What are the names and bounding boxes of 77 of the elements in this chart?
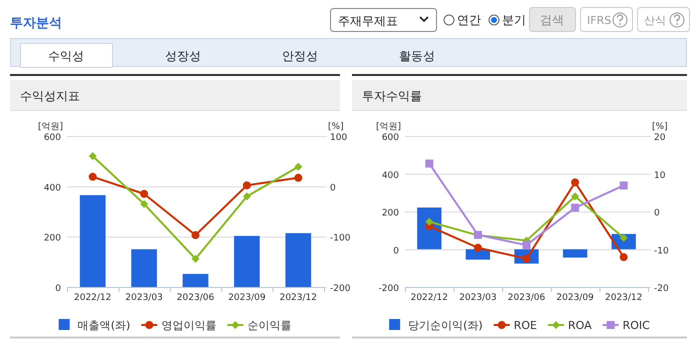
y2-tick-label: 20 bbox=[654, 133, 666, 143]
bar bbox=[234, 236, 260, 287]
y2-tick-label: 0 bbox=[330, 183, 336, 194]
legend-label: 매출액(좌) bbox=[78, 319, 130, 332]
y-tick-label: 0 bbox=[55, 284, 62, 294]
chart-title: 투자수익률 bbox=[362, 89, 422, 103]
x-tick-label: 2023/03 bbox=[459, 293, 497, 303]
bar bbox=[80, 195, 106, 287]
legend-label: ROIC bbox=[622, 319, 650, 332]
text: 활동성 bbox=[399, 49, 435, 63]
text: 검색 bbox=[540, 13, 564, 27]
chart-title: 수익성지표 bbox=[20, 89, 80, 103]
bar bbox=[562, 249, 588, 258]
point bbox=[140, 200, 148, 208]
bar bbox=[285, 233, 312, 287]
y-tick-label: 200 bbox=[382, 208, 400, 218]
y-axis-title: [억원] bbox=[38, 122, 63, 132]
point bbox=[620, 253, 628, 262]
point bbox=[571, 204, 580, 212]
y-tick-label: 200 bbox=[44, 234, 62, 244]
y2-tick-label: -100 bbox=[330, 234, 351, 244]
x-tick-label: 2023/03 bbox=[125, 293, 163, 303]
x-tick-label: 2023/12 bbox=[280, 293, 317, 303]
legend-label: 순이익률 bbox=[247, 319, 292, 332]
point bbox=[88, 172, 97, 181]
y-tick-label: 0 bbox=[393, 246, 400, 256]
text: IFRS bbox=[587, 14, 612, 27]
y2-tick-label: -10 bbox=[654, 246, 669, 256]
legend-label: ROA bbox=[568, 319, 592, 332]
x-tick-label: 2023/09 bbox=[228, 293, 266, 303]
text: 연간 bbox=[457, 13, 481, 27]
y-tick-label: -200 bbox=[378, 284, 400, 294]
y-tick-label: 600 bbox=[382, 133, 400, 143]
y2-axis-title: [%] bbox=[328, 122, 344, 132]
y2-tick-label: 100 bbox=[330, 133, 348, 143]
y2-tick-label: 0 bbox=[654, 208, 660, 218]
text: 산식 bbox=[644, 14, 666, 27]
y-tick-label: 400 bbox=[382, 170, 400, 181]
bar bbox=[182, 274, 208, 287]
point bbox=[294, 162, 302, 171]
text: 분기 bbox=[502, 13, 526, 27]
point bbox=[474, 244, 482, 252]
point bbox=[571, 192, 580, 200]
x-tick-label: 2023/06 bbox=[176, 293, 214, 303]
point bbox=[571, 178, 580, 186]
y-axis-title: [억원] bbox=[376, 122, 401, 132]
point bbox=[242, 192, 251, 200]
x-tick-label: 2023/09 bbox=[556, 293, 594, 303]
x-tick-label: 2023/12 bbox=[605, 293, 642, 303]
point bbox=[88, 152, 97, 160]
point bbox=[425, 218, 434, 226]
point bbox=[192, 231, 200, 240]
point bbox=[425, 160, 434, 168]
point bbox=[242, 181, 251, 190]
text: 성장성 bbox=[165, 49, 201, 63]
legend-label: 당기순이익(좌) bbox=[408, 319, 483, 332]
x-tick-label: 2023/06 bbox=[508, 293, 546, 303]
y-tick-label: 600 bbox=[44, 133, 62, 143]
y2-tick-label: -200 bbox=[330, 284, 351, 294]
y-tick-label: 400 bbox=[44, 183, 62, 194]
point bbox=[620, 181, 628, 190]
point bbox=[294, 174, 302, 182]
y2-tick-label: 10 bbox=[654, 170, 666, 181]
text: 주재무제표 bbox=[338, 14, 398, 28]
text: 투자분석 bbox=[10, 16, 62, 31]
point bbox=[140, 190, 148, 198]
bar bbox=[131, 249, 157, 287]
point bbox=[522, 241, 530, 250]
legend-label: 영업이익률 bbox=[161, 319, 216, 332]
x-tick-label: 2022/12 bbox=[410, 293, 448, 303]
legend-label: ROE bbox=[514, 319, 538, 332]
y2-tick-label: -20 bbox=[654, 284, 669, 294]
text: 안정성 bbox=[282, 49, 318, 63]
x-tick-label: 2022/12 bbox=[74, 293, 112, 303]
text: 수익성 bbox=[48, 49, 84, 63]
y2-axis-title: [%] bbox=[652, 122, 668, 132]
point bbox=[192, 254, 200, 263]
